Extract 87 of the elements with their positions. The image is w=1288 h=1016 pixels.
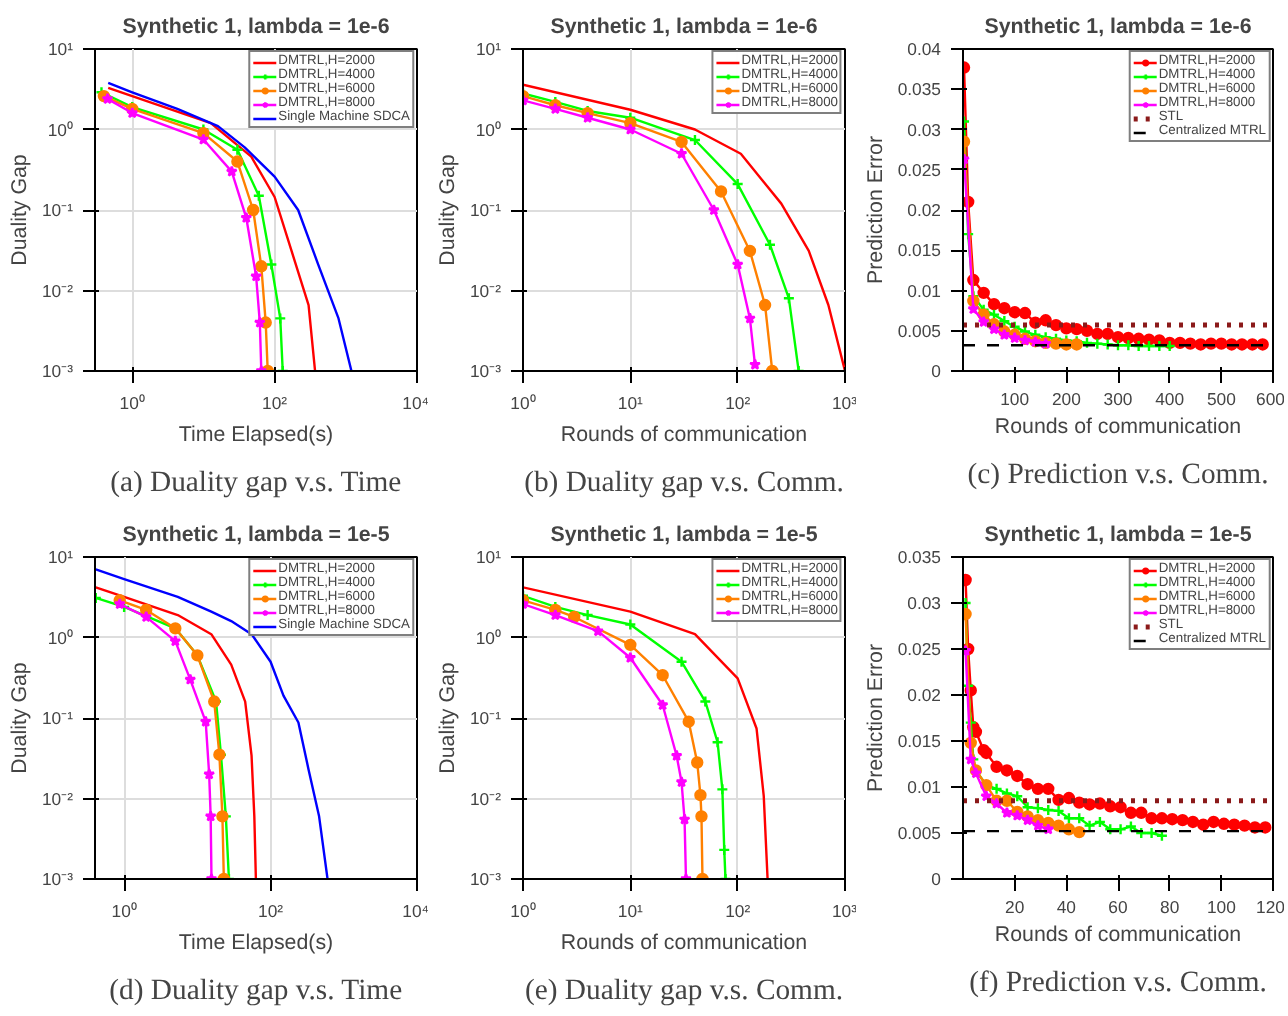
x-axis-title: Time Elapsed(s) [178, 931, 334, 955]
text: (d) Duality gap v.s. Time [109, 975, 403, 1007]
y-tick-label: 10⁰ [47, 627, 74, 648]
y-tick-label: 10¹ [47, 39, 74, 59]
chart-title: Synthetic 1, lambda = 1e-6 [122, 15, 390, 39]
x-tick-label: 10¹ [617, 393, 644, 413]
y-tick-label: 10¹ [475, 39, 502, 59]
y-axis-title: Prediction Error [863, 643, 888, 793]
x-tick-label: 300 [1103, 389, 1133, 409]
y-tick-label: 10⁻¹ [469, 708, 502, 728]
text: (a) Duality gap v.s. Time [110, 467, 402, 499]
x-tick-label: 10² [262, 393, 288, 413]
x-tick-label: 100 [1000, 389, 1030, 409]
x-tick-label: 10⁰ [510, 901, 536, 921]
x-tick-label: 500 [1206, 389, 1237, 409]
y-tick-label: 10⁰ [47, 119, 74, 140]
y-tick-label: 10⁻² [469, 788, 502, 809]
y-axis-title: Duality Gap [7, 154, 32, 266]
y-tick-label: 0.02 [907, 685, 942, 705]
y-tick-label: 0.015 [897, 240, 942, 261]
y-tick-label: 10⁻² [41, 788, 74, 809]
x-tick-label: 100 [1206, 897, 1237, 917]
x-tick-label: 10² [725, 393, 751, 413]
x-tick-label: 10² [258, 901, 284, 921]
chart-title: Synthetic 1, lambda = 1e-5 [122, 523, 390, 547]
y-tick-label: 10⁰ [475, 119, 502, 140]
y-axis-title: Duality Gap [435, 154, 460, 266]
x-tick-label: 120 [1256, 897, 1286, 917]
x-tick-label: 600 [1256, 389, 1286, 409]
chart-title: Synthetic 1, lambda = 1e-5 [550, 523, 818, 547]
x-tick-label: 40 [1056, 897, 1077, 917]
x-tick-label: 20 [1005, 897, 1025, 917]
y-tick-label: 10⁻² [41, 280, 74, 301]
x-tick-label: 10³ [831, 901, 858, 921]
y-tick-label: 0.035 [897, 79, 942, 100]
y-tick-label: 0.03 [907, 593, 942, 613]
y-tick-label: 0.01 [907, 777, 942, 797]
text: (c) Prediction v.s. Comm. [967, 459, 1269, 491]
chart-title: Synthetic 1, lambda = 1e-6 [550, 15, 818, 39]
y-tick-label: 10⁻¹ [469, 200, 502, 220]
x-axis-title: Rounds of communication [994, 415, 1242, 439]
x-tick-label: 10⁰ [510, 393, 536, 413]
y-tick-label: 10⁻² [469, 280, 502, 301]
y-tick-label: 0 [931, 869, 942, 889]
x-axis-title: Time Elapsed(s) [178, 423, 334, 447]
y-tick-label: 0.03 [907, 119, 942, 140]
text: (f) Prediction v.s. Comm. [969, 967, 1267, 999]
y-axis-title: Prediction Error [863, 135, 888, 285]
y-tick-label: 0.04 [907, 39, 942, 59]
y-tick-label: 10⁻³ [41, 869, 74, 889]
y-tick-label: 0.005 [897, 320, 942, 341]
y-tick-label: 10⁻³ [41, 361, 74, 381]
x-axis-title: Rounds of communication [560, 931, 808, 955]
y-tick-label: 0.01 [907, 280, 942, 301]
y-tick-label: 0.005 [897, 823, 942, 843]
text: (e) Duality gap v.s. Comm. [524, 975, 844, 1007]
x-tick-label: 10³ [831, 393, 858, 413]
y-tick-label: 10⁻¹ [41, 200, 74, 220]
y-tick-label: 0 [931, 361, 942, 381]
y-tick-label: 10¹ [47, 547, 74, 567]
x-tick-label: 10¹ [617, 901, 644, 921]
y-tick-label: 10⁻³ [469, 361, 502, 381]
x-tick-label: 10⁴ [402, 901, 430, 921]
y-axis-title: Duality Gap [435, 662, 460, 774]
y-tick-label: 10¹ [475, 547, 502, 567]
y-tick-label: 0.025 [897, 639, 942, 659]
y-tick-label: 10⁻³ [469, 869, 502, 889]
x-tick-label: 400 [1155, 389, 1185, 409]
x-tick-label: 10⁰ [111, 901, 137, 921]
y-tick-label: 0.015 [897, 731, 942, 751]
x-tick-label: 10⁰ [119, 393, 145, 413]
x-axis-title: Rounds of communication [560, 423, 808, 447]
y-tick-label: 10⁻¹ [41, 708, 74, 728]
chart-title: Synthetic 1, lambda = 1e-5 [984, 523, 1252, 547]
x-tick-label: 10² [725, 901, 751, 921]
y-tick-label: 0.035 [897, 547, 942, 567]
x-axis-title: Rounds of communication [994, 923, 1242, 947]
x-tick-label: 200 [1051, 389, 1082, 409]
y-axis-title: Duality Gap [7, 662, 32, 774]
y-tick-label: 10⁰ [475, 627, 502, 648]
y-tick-label: 0.02 [907, 200, 942, 220]
x-tick-label: 80 [1160, 897, 1180, 917]
y-tick-label: 0.025 [897, 159, 942, 180]
chart-title: Synthetic 1, lambda = 1e-6 [984, 15, 1252, 39]
text: (b) Duality gap v.s. Comm. [524, 467, 844, 499]
x-tick-label: 10⁴ [402, 393, 430, 413]
x-tick-label: 60 [1108, 897, 1128, 917]
